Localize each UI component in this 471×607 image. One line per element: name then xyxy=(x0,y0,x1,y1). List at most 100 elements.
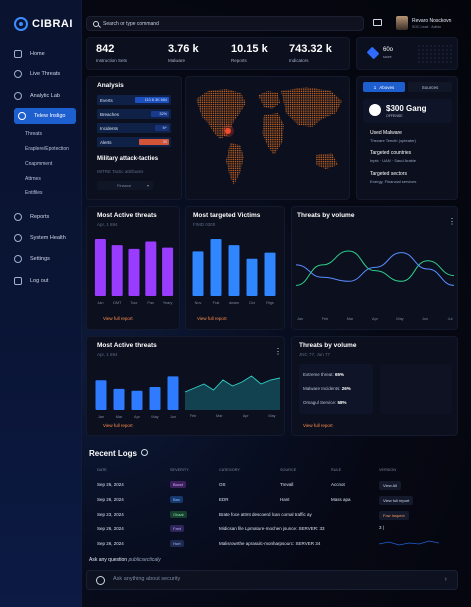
column-header-severity[interactable]: SEVERITY xyxy=(170,468,189,472)
actor-name: $300 Gang xyxy=(386,104,427,113)
bar xyxy=(113,388,125,410)
analysis-row-everts[interactable]: Everts 110 8 3K 684 xyxy=(97,95,171,105)
most-active-threats-2-link[interactable]: View full report xyxy=(103,423,133,428)
user-name: Revaro Nosckovn xyxy=(412,18,452,24)
analysis-row-incidents[interactable]: Incidents 6+ xyxy=(97,123,171,133)
most-active-threats-2-area-chart: Feb Mar Apr May xyxy=(185,375,280,418)
actor-sectors-value: Energy, Financial services xyxy=(370,179,417,184)
sidebar-item-settings[interactable]: Settings xyxy=(14,251,76,267)
analysis-row-breaches[interactable]: Breaches 32% xyxy=(97,109,171,119)
kpi-label-malware: Malware xyxy=(168,58,186,63)
sidebar-item-telew-insligo[interactable]: Telew Insligo xyxy=(14,108,76,124)
bar xyxy=(145,241,157,296)
stat-row: Extreme threat: 65% xyxy=(303,372,344,377)
severity-badge: Bax xyxy=(170,496,183,503)
targeted-victims-chart: Nov Frat dwam Oct Rigs xyxy=(192,238,276,305)
most-active-threats-2-subtitle: Apr, 1 694 xyxy=(97,352,118,357)
radar-icon xyxy=(14,70,22,78)
log-action-button[interactable]: Fow Inspect xyxy=(379,511,409,520)
tactics-subtitle: MITRE Tactic attributes xyxy=(97,169,144,174)
sidebar-subitem-cnapmment[interactable]: Cnapmment xyxy=(25,161,53,167)
more-options-icon[interactable] xyxy=(274,341,276,349)
threats-volume-line-card xyxy=(291,206,458,330)
score-card[interactable]: 60o score xyxy=(356,37,458,70)
area-fill xyxy=(185,376,280,410)
sidebar-subitem-attrnes[interactable]: Attrnes xyxy=(25,176,41,182)
tab-sources[interactable]: Sources xyxy=(408,82,452,92)
series-line xyxy=(296,250,454,286)
tick-label: Mar xyxy=(347,317,354,321)
column-header-version[interactable]: VERSION xyxy=(379,468,397,472)
sidebar-subitem-entifiles[interactable]: Entifiles xyxy=(25,190,43,196)
tab-number: 1 xyxy=(373,84,377,90)
actor-header[interactable]: $300 Gang OFFENSE xyxy=(363,99,452,123)
more-options-icon[interactable] xyxy=(448,211,450,219)
brand-logo[interactable]: CIBRAI xyxy=(14,17,73,31)
sidebar-item-logout[interactable]: Log out xyxy=(14,273,76,289)
tick-label: Jan xyxy=(97,301,103,305)
dot-pattern xyxy=(417,44,453,64)
threat-map[interactable] xyxy=(185,76,350,200)
threats-volume-2-title: Threats by volume xyxy=(299,342,357,349)
column-header-rule[interactable]: RULE xyxy=(331,468,342,472)
kpi-value-reports: 10.15 k xyxy=(231,43,268,55)
ask-input[interactable] xyxy=(113,576,413,582)
targeted-victims-link[interactable]: View full report xyxy=(197,316,227,321)
search-input[interactable] xyxy=(103,20,343,27)
sidebar-item-label: Telew Insligo xyxy=(34,113,66,119)
tactics-select-value: Finance xyxy=(117,183,132,188)
tick-label: Jan xyxy=(297,317,303,321)
tab-aboves[interactable]: 1 Aboves xyxy=(363,82,405,92)
bar xyxy=(264,252,276,296)
threats-volume-2-panel xyxy=(380,364,452,414)
report-icon xyxy=(14,213,22,221)
stat-label: Omagul Service: xyxy=(303,400,337,405)
sidebar-item-analytic-lab[interactable]: Analytic Lab xyxy=(14,88,76,104)
sidebar-item-system-health[interactable]: System Health xyxy=(14,230,76,246)
column-header-source[interactable]: SOURCE xyxy=(280,468,297,472)
bar xyxy=(95,380,107,410)
severity-badge: Boxct xyxy=(170,481,187,488)
analysis-row-value: 30 xyxy=(139,139,169,145)
avatar[interactable] xyxy=(396,16,408,30)
most-active-threats-subtitle: Apr, 1 694 xyxy=(97,222,118,227)
sidebar-item-reports[interactable]: Reports xyxy=(14,209,76,225)
sidebar-subitem-threats[interactable]: Threats xyxy=(25,131,42,137)
bar xyxy=(162,247,174,296)
log-source: Hant xyxy=(280,497,290,502)
log-date: Sep 26, 2024 xyxy=(97,526,124,531)
send-icon[interactable]: › xyxy=(444,576,447,583)
analysis-row-alerts[interactable]: Alerts 30 xyxy=(97,137,171,147)
analysis-row-value: 32% xyxy=(151,111,169,117)
column-header-category[interactable]: CATEGORY xyxy=(219,468,240,472)
sidebar-item-label: Settings xyxy=(30,256,50,262)
most-active-threats-link[interactable]: View full report xyxy=(103,316,133,321)
log-action-button[interactable]: View full report xyxy=(379,496,414,505)
tick-label: Jun xyxy=(170,415,176,419)
log-action-button[interactable]: View All xyxy=(379,481,401,490)
ask-label-suffix: publicsecticaly xyxy=(128,557,161,563)
column-header-date[interactable]: DATE xyxy=(97,468,107,472)
health-icon xyxy=(14,234,22,242)
assistant-icon xyxy=(96,576,105,585)
bar xyxy=(128,248,140,296)
mail-icon[interactable] xyxy=(373,19,382,26)
tab-label: Sources xyxy=(421,84,439,90)
tactics-select[interactable]: Finance ▾ xyxy=(97,181,153,190)
area-line xyxy=(185,375,280,393)
tick-label: May xyxy=(268,414,275,418)
actor-icon xyxy=(369,104,381,116)
bar xyxy=(167,376,179,410)
targeted-victims-subtitle: FIMD 0300 xyxy=(193,222,216,227)
ask-label-text: Ask any question xyxy=(89,557,128,563)
sidebar-item-live-threats[interactable]: Live Threats xyxy=(14,66,76,82)
threats-volume-2-link[interactable]: View full report xyxy=(303,423,333,428)
severity-badge: Okaat xyxy=(170,511,187,518)
actor-malware-value: Thezare Teecth (opteater) xyxy=(370,138,416,143)
sidebar-item-label: Live Threats xyxy=(30,71,61,77)
ask-box[interactable]: › xyxy=(86,570,458,590)
sidebar-subitem-eraplere[interactable]: Eraplere/Epotection xyxy=(25,146,69,152)
sidebar-item-home[interactable]: Home xyxy=(14,46,76,62)
search-bar[interactable] xyxy=(86,16,364,31)
